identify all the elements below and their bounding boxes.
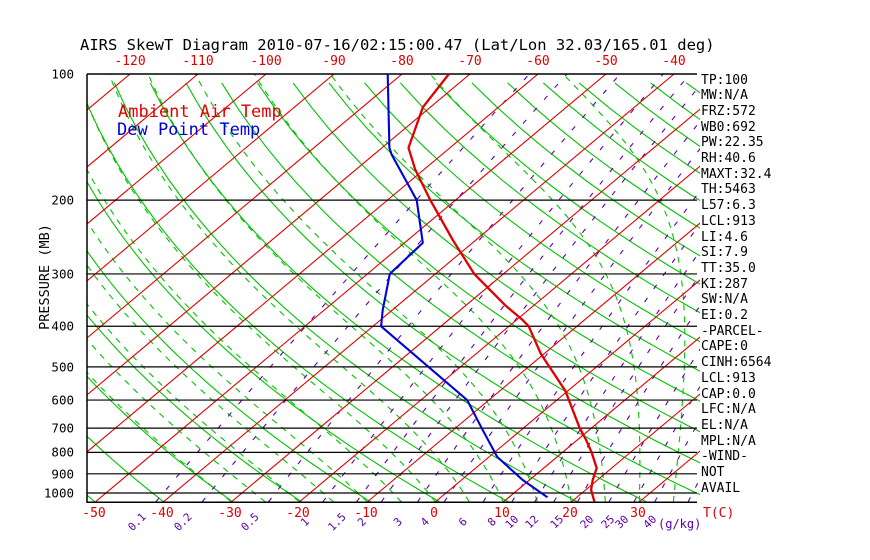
stat-line: SI:7.9	[701, 245, 748, 261]
dry-adiabat-grid	[87, 82, 700, 503]
bottom-temp-tick: 30	[630, 506, 646, 521]
stat-line: LCL:913	[701, 213, 756, 229]
top-temp-tick: -90	[322, 54, 346, 69]
stat-line: LI:4.6	[701, 229, 748, 245]
bottom-temp-tick: -40	[150, 506, 174, 521]
stat-line: WB0:692	[701, 119, 756, 135]
chart-title: AIRS SkewT Diagram 2010-07-16/02:15:00.4…	[80, 36, 715, 54]
top-temp-tick: -50	[594, 54, 618, 69]
dewpoint-profile-line	[380, 73, 549, 499]
stat-line: -WIND-	[701, 449, 748, 465]
top-temp-tick: -80	[390, 54, 414, 69]
stat-line: CAPE:0	[701, 339, 748, 355]
temp-axis-unit-label: T(C)	[703, 506, 735, 521]
stat-line: FRZ:572	[701, 103, 756, 119]
bottom-temp-tick: -10	[354, 506, 378, 521]
stat-line: -PARCEL-	[701, 323, 764, 339]
stat-line: TH:5463	[701, 182, 756, 198]
pressure-tick: 500	[51, 359, 74, 375]
stat-line: EI:0.2	[701, 308, 748, 323]
stat-line: MPL:N/A	[701, 433, 756, 449]
pressure-tick: 100	[51, 66, 74, 82]
pressure-tick: 700	[51, 420, 74, 436]
pressure-tick: 1000	[43, 485, 74, 501]
mixing-ratio-unit-label: (g/kg)	[658, 517, 702, 531]
stat-line: TP:100	[701, 72, 748, 88]
bottom-temp-tick: -30	[218, 506, 242, 521]
pressure-grid	[86, 73, 697, 504]
top-temp-tick: -120	[114, 54, 146, 69]
pressure-tick: 900	[51, 466, 74, 482]
bottom-temp-tick: -20	[286, 506, 310, 521]
stat-line: LFC:N/A	[701, 402, 756, 418]
top-temp-tick: -60	[526, 54, 550, 69]
stat-line: CINH:6564	[701, 355, 772, 371]
bottom-temp-tick: -50	[82, 506, 106, 521]
top-temp-tick: -70	[458, 54, 482, 69]
isotherm-grid	[87, 74, 700, 503]
stat-line: EL:N/A	[701, 417, 748, 433]
stat-line: KI:287	[701, 276, 748, 292]
stat-line: PW:22.35	[701, 135, 764, 151]
grid-lines-group	[87, 74, 700, 503]
pressure-tick: 300	[51, 266, 74, 282]
stat-line: TT:35.0	[701, 260, 756, 276]
stat-line: CAP:0.0	[701, 386, 756, 402]
stat-line: L57:6.3	[701, 198, 756, 214]
bottom-temp-tick: 0	[430, 506, 438, 521]
stat-line: MAXT:32.4	[701, 166, 772, 182]
top-temp-tick: -40	[662, 54, 686, 69]
pressure-tick: 600	[51, 392, 74, 408]
bottom-temp-tick: 10	[494, 506, 510, 521]
top-temp-tick: -110	[182, 54, 214, 69]
stat-line: AVAIL	[701, 480, 741, 496]
temp-profile-line	[407, 73, 598, 503]
top-temp-tick: -100	[250, 54, 282, 69]
stat-line: RH:40.6	[701, 151, 756, 166]
stat-line: LCL:913	[701, 370, 756, 386]
stat-line: SW:N/A	[701, 292, 748, 308]
legend-dew-point-temp: Dew Point Temp	[117, 120, 261, 140]
pressure-tick: 200	[51, 192, 74, 208]
stat-line: NOT	[701, 465, 725, 480]
legend-ambient-air-temp: Ambient Air Temp	[118, 102, 282, 122]
pressure-tick: 800	[51, 444, 74, 460]
pressure-tick: 400	[51, 318, 74, 334]
saturated-adiabat-grid	[87, 74, 686, 503]
stat-line: MW:N/A	[701, 88, 748, 104]
bottom-temp-tick: 20	[562, 506, 578, 521]
